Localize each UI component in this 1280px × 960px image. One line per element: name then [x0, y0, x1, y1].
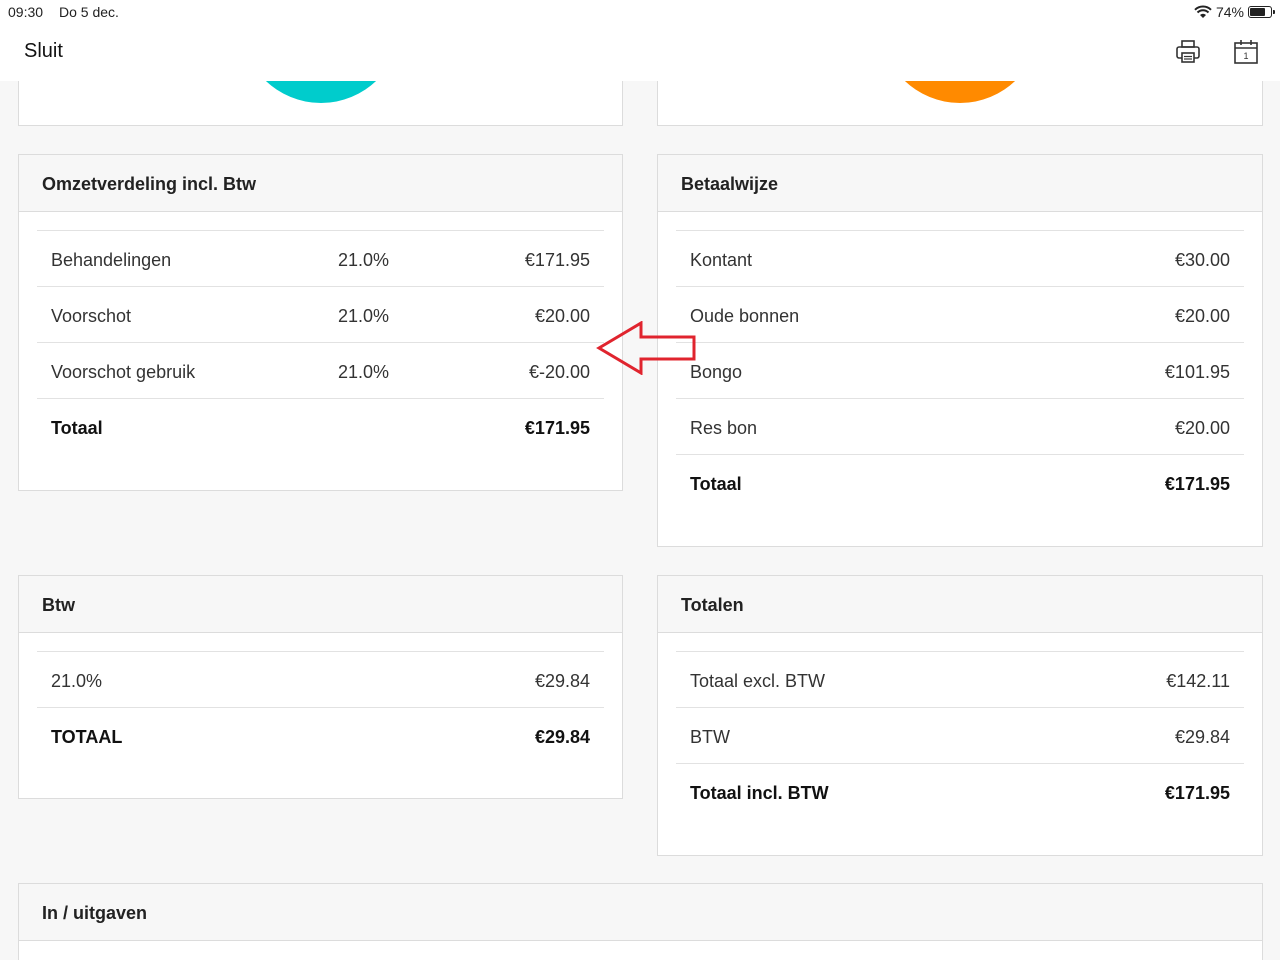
betaalwijze-row-amount: €20.00 [1174, 306, 1230, 326]
pie-slice-right [880, 81, 1040, 103]
wifi-icon [1194, 5, 1212, 18]
omzet-row: Voorschot 21.0% €20.00 [37, 287, 604, 343]
in-uitgaven-title: In / uitgaven [19, 884, 1262, 941]
betaalwijze-row: Kontant €30.00 [676, 231, 1244, 287]
betaalwijze-row-amount: €101.95 [1164, 362, 1230, 382]
totalen-total-amount: €171.95 [1164, 783, 1230, 803]
betaalwijze-row-label: Oude bonnen [690, 306, 800, 326]
totalen-row-label: Totaal excl. BTW [690, 671, 826, 691]
btw-rows: 21.0% €29.84 TOTAAL €29.84 [37, 651, 604, 764]
omzet-row-label: Voorschot [51, 306, 132, 326]
calendar-day: 1 [1243, 51, 1248, 61]
status-date: Do 5 dec. [59, 4, 119, 20]
betaalwijze-row: Bongo €101.95 [676, 343, 1244, 399]
omzet-total-row: Totaal €171.95 [37, 399, 604, 455]
totalen-card: Totalen Totaal excl. BTW €142.11 BTW €29… [657, 575, 1263, 856]
annotation-arrow-icon [596, 321, 696, 375]
nav-bar: Sluit 1 [0, 24, 1280, 81]
btw-total-label: TOTAAL [51, 727, 123, 747]
omzet-row-label: Voorschot gebruik [51, 362, 196, 382]
chart-card-left [18, 81, 623, 126]
betaalwijze-row-label: Bongo [690, 362, 743, 382]
totalen-total-label: Totaal incl. BTW [690, 783, 829, 803]
status-right: 74% [1194, 4, 1275, 20]
betaalwijze-card: Betaalwijze Kontant €30.00 Oude bonnen €… [657, 154, 1263, 547]
omzet-row-pct: 21.0% [338, 250, 390, 270]
omzet-card: Omzetverdeling incl. Btw Behandelingen 2… [18, 154, 623, 491]
omzet-row-pct: 21.0% [338, 306, 390, 326]
btw-row-label: 21.0% [51, 671, 103, 691]
totalen-row-amount: €29.84 [1174, 727, 1230, 747]
omzet-row-amount: €20.00 [534, 306, 590, 326]
betaalwijze-title: Betaalwijze [658, 155, 1262, 212]
printer-icon[interactable] [1174, 38, 1202, 66]
btw-card: Btw 21.0% €29.84 TOTAAL €29.84 [18, 575, 623, 799]
totalen-title: Totalen [658, 576, 1262, 633]
totalen-row: BTW €29.84 [676, 708, 1244, 764]
btw-total-row: TOTAAL €29.84 [37, 708, 604, 764]
totalen-row-label: BTW [690, 727, 730, 747]
battery-icon [1248, 6, 1275, 18]
omzet-row: Voorschot gebruik 21.0% €-20.00 [37, 343, 604, 399]
betaalwijze-row: Res bon €20.00 [676, 399, 1244, 455]
betaalwijze-row-amount: €20.00 [1174, 418, 1230, 438]
omzet-total-amount: €171.95 [524, 418, 590, 438]
status-bar: 09:30 Do 5 dec. 74% [0, 0, 1280, 24]
omzet-total-label: Totaal [51, 418, 103, 438]
btw-row-amount: €29.84 [534, 671, 590, 691]
omzet-row-amount: €171.95 [524, 250, 590, 270]
totalen-row-amount: €142.11 [1166, 671, 1230, 691]
omzet-rows: Behandelingen 21.0% €171.95 Voorschot 21… [37, 230, 604, 455]
chart-card-right [657, 81, 1263, 126]
omzet-row: Behandelingen 21.0% €171.95 [37, 231, 604, 287]
totalen-row: Totaal excl. BTW €142.11 [676, 652, 1244, 708]
close-button[interactable]: Sluit [24, 40, 63, 62]
btw-total-amount: €29.84 [534, 727, 590, 747]
betaalwijze-row-label: Res bon [690, 418, 758, 438]
status-time: 09:30 [8, 4, 44, 20]
betaalwijze-total-label: Totaal [690, 474, 742, 494]
battery-percent: 74% [1215, 4, 1244, 20]
totalen-total-row: Totaal incl. BTW €171.95 [676, 764, 1244, 820]
pie-slice-left [241, 81, 401, 103]
omzet-row-label: Behandelingen [51, 250, 172, 270]
betaalwijze-row-amount: €30.00 [1174, 250, 1230, 270]
btw-title: Btw [19, 576, 622, 633]
betaalwijze-row-label: Kontant [690, 250, 753, 270]
betaalwijze-row: Oude bonnen €20.00 [676, 287, 1244, 343]
btw-row: 21.0% €29.84 [37, 652, 604, 708]
in-uitgaven-card: In / uitgaven [18, 883, 1263, 960]
betaalwijze-rows: Kontant €30.00 Oude bonnen €20.00 Bongo … [676, 230, 1244, 511]
calendar-icon[interactable]: 1 [1232, 38, 1260, 66]
totalen-rows: Totaal excl. BTW €142.11 BTW €29.84 Tota… [676, 651, 1244, 820]
omzet-title: Omzetverdeling incl. Btw [19, 155, 622, 212]
betaalwijze-total-row: Totaal €171.95 [676, 455, 1244, 511]
betaalwijze-total-amount: €171.95 [1164, 474, 1230, 494]
omzet-row-pct: 21.0% [338, 362, 390, 382]
omzet-row-amount: €-20.00 [528, 362, 590, 382]
